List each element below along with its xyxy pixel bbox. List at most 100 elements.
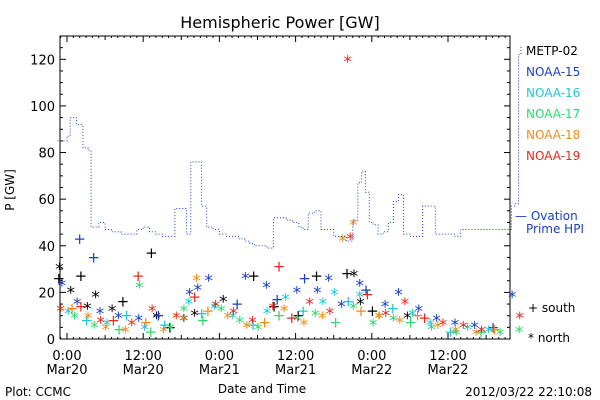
legend: METP-02 NOAA-15 NOAA-16 NOAA-17 NOAA-18 NOAA-… [526, 44, 580, 163]
north-point: * [135, 279, 144, 299]
north-point: * [508, 288, 517, 308]
legend-item: NOAA-19 [526, 149, 580, 163]
north-point: * [140, 321, 149, 341]
ovation-line [57, 45, 522, 249]
south-point: + [271, 290, 284, 308]
north-point: * [192, 272, 201, 292]
marker-legend-item: + south [528, 301, 575, 315]
south-point: + [329, 314, 342, 332]
south-point: + [66, 300, 79, 318]
north-point: * [311, 307, 320, 327]
y-tick-label: 40 [38, 240, 55, 255]
footer-source: Plot: CCMC [5, 385, 71, 399]
north-point: * [375, 309, 384, 329]
south-point: + [386, 300, 399, 318]
north-point: * [415, 302, 424, 322]
north-point: * [152, 309, 161, 329]
x-axis-label: Date and Time [218, 382, 306, 396]
south-point: + [188, 288, 201, 306]
north-point: * [369, 316, 378, 336]
north-point: * [477, 323, 486, 343]
ovation-legend-line1: — Ovation [515, 209, 578, 223]
legend-item: METP-02 [526, 44, 578, 58]
north-point: * [426, 316, 435, 336]
south-point: + [487, 318, 500, 336]
north-point: * [254, 321, 263, 341]
north-point: * [229, 304, 238, 324]
south-point: + [132, 267, 145, 285]
x-tick-date: Mar21 [199, 363, 240, 378]
south-point: + [195, 304, 208, 322]
south-point: + [75, 297, 88, 315]
north-point: * [516, 309, 525, 329]
north-point: * [452, 325, 461, 345]
ovation-legend-line2: Prime HPI [526, 222, 584, 236]
south-point: + [152, 307, 165, 325]
south-point: + [247, 316, 260, 334]
north-point: * [185, 286, 194, 306]
north-point: * [408, 307, 417, 327]
north-point: * [293, 283, 302, 303]
south-point: + [444, 323, 457, 341]
legend-item: NOAA-17 [526, 107, 580, 121]
north-point: * [346, 230, 355, 250]
north-point: * [484, 323, 493, 343]
north-point: * [326, 304, 335, 324]
south-point: + [355, 302, 368, 320]
north-point: * [394, 286, 403, 306]
y-tick-label: 120 [30, 53, 55, 68]
ovation-series [57, 45, 522, 249]
x-tick-date: Mar22 [351, 363, 392, 378]
north-point: * [375, 309, 384, 329]
south-point: + [418, 309, 431, 327]
south-point: + [197, 311, 210, 329]
north-point: * [96, 314, 105, 334]
north-point: * [389, 311, 398, 331]
north-point: * [185, 295, 194, 315]
north-point: * [248, 314, 257, 334]
north-point: * [179, 311, 188, 331]
legend-item: NOAA-16 [526, 86, 580, 100]
chart-title: Hemispheric Power [GW] [180, 13, 379, 32]
north-point: * [281, 290, 290, 310]
north-point: * [211, 297, 220, 317]
north-point: * [470, 318, 479, 338]
south-point: + [80, 311, 93, 329]
south-point: + [360, 281, 373, 299]
north-point: * [343, 53, 352, 73]
south-point: + [475, 323, 488, 341]
north-point: * [318, 309, 327, 329]
north-point: * [263, 304, 272, 324]
north-point: * [459, 318, 468, 338]
north-point: * [166, 321, 175, 341]
north-point: * [338, 232, 347, 252]
south-point: + [310, 267, 323, 285]
south-point: + [404, 314, 417, 332]
north-point: * [91, 288, 100, 308]
y-tick-label: 60 [38, 193, 55, 208]
south-point: + [73, 230, 86, 248]
x-tick-time: 12:00 [277, 349, 314, 364]
x-tick-date: Mar22 [427, 363, 468, 378]
north-point: * [349, 300, 358, 320]
data-points: +**+***++* + * **++++ +** + *++** * * * +* * *+* *+ *+… [52, 53, 524, 346]
x-tick-date: Mar20 [123, 363, 164, 378]
north-point: * [262, 279, 271, 299]
legend-item: NOAA-15 [526, 65, 580, 79]
x-tick-time: 0:00 [52, 349, 81, 364]
north-point: * [180, 311, 189, 331]
south-point: + [273, 307, 286, 325]
north-point: * [355, 288, 364, 308]
marker-legend-item: * north [528, 331, 570, 345]
north-point: * [434, 318, 443, 338]
south-point: + [107, 311, 120, 329]
north-point: * [235, 314, 244, 334]
north-point: * [355, 276, 364, 296]
north-point: * [148, 302, 157, 322]
y-axis-label: P [GW] [3, 169, 17, 211]
north-point: * [223, 309, 232, 329]
north-point: * [128, 316, 137, 336]
north-point: * [190, 307, 199, 327]
south-point: + [113, 321, 126, 339]
north-point: * [427, 321, 436, 341]
